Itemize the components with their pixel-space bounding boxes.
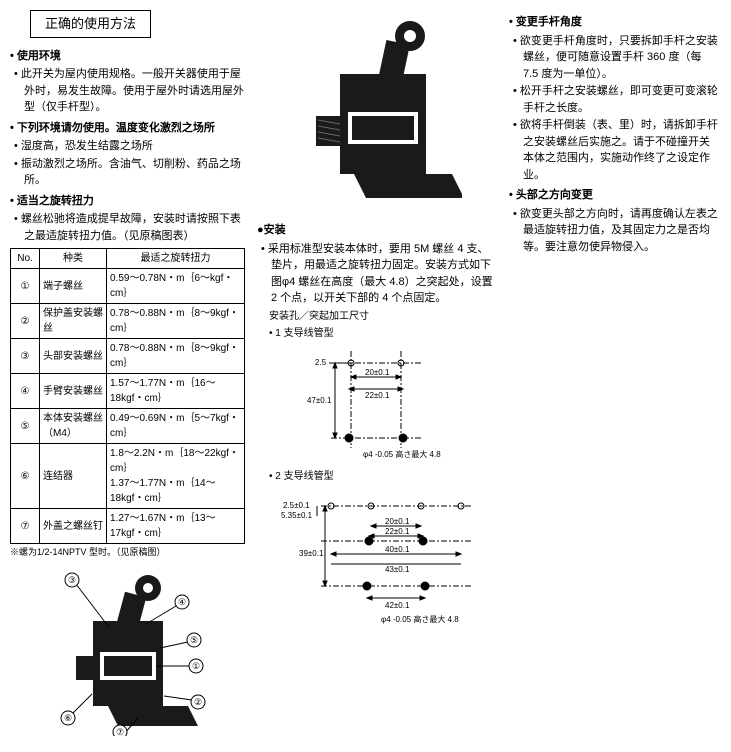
column-adjust: • 变更手杆角度 • 欲变更手杆角度时，只要拆卸手杆之安装螺丝，便可随意设置手杆… bbox=[509, 10, 719, 742]
text-noenv-1: • 湿度高，恐发生结露之场所 bbox=[10, 138, 245, 155]
table-row: ⑦外盖之螺丝钉1.27～1.67N・m｛13～17kgf・cm｝ bbox=[11, 509, 245, 544]
column-usage: 正确的使用方法 • 使用环境 • 此开关为屋内使用规格。一般开关器使用于屋外时，… bbox=[10, 10, 245, 742]
heading-torque: • 适当之旋转扭力 bbox=[10, 193, 245, 210]
table-row: ②保护盖安装螺丝0.78～0.88N・m｛8～9kgf・cm｝ bbox=[11, 304, 245, 339]
device-callout-figure: ③ ④ ⑤ ① ② ⑥ ⑦ bbox=[38, 566, 218, 736]
svg-text:5.35±0.1: 5.35±0.1 bbox=[281, 511, 313, 520]
svg-text:①: ① bbox=[191, 661, 199, 671]
svg-text:③: ③ bbox=[67, 575, 75, 585]
svg-text:22±0.1: 22±0.1 bbox=[385, 527, 410, 536]
svg-text:22±0.1: 22±0.1 bbox=[365, 391, 390, 400]
svg-text:2.5: 2.5 bbox=[315, 358, 327, 367]
svg-text:20±0.1: 20±0.1 bbox=[365, 368, 390, 377]
svg-text:39±0.1: 39±0.1 bbox=[299, 549, 324, 558]
svg-text:④: ④ bbox=[177, 597, 185, 607]
text-dir-1: • 欲变更头部之方向时，请再度确认左表之最适旋转扭力值，及其固定力之是否均等。要… bbox=[509, 206, 719, 256]
svg-text:φ4 -0.05 高さ最大 4.8: φ4 -0.05 高さ最大 4.8 bbox=[363, 449, 441, 459]
svg-text:2.5±0.1: 2.5±0.1 bbox=[283, 501, 310, 510]
svg-text:47±0.1: 47±0.1 bbox=[307, 396, 332, 405]
torque-table: No. 种类 最适之旋转扭力 ①端子螺丝0.59～0.78N・m｛6～kgf・c… bbox=[10, 248, 245, 544]
table-row: ⑥连结器1.8～2.2N・m｛18～22kgf・cm｝ 1.37～1.77N・m… bbox=[11, 444, 245, 509]
svg-text:40±0.1: 40±0.1 bbox=[385, 545, 410, 554]
th-kind: 种类 bbox=[40, 249, 107, 269]
text-torque: • 螺丝松驰将造成提早故障，安装时请按照下表之最适旋转扭力值。（见原稿图表） bbox=[10, 211, 245, 244]
table-note: ※螺为1/2-14NPTV 型时。（见原稿图） bbox=[10, 546, 245, 560]
diag2-title: • 2 支导线管型 bbox=[269, 469, 497, 484]
text-noenv-2: • 振动激烈之场所。含油气、切削粉、药品之场所。 bbox=[10, 156, 245, 189]
text-install: • 采用标准型安装本体时，要用 5M 螺丝 4 支、垫片，用最适之旋转扭力固定。… bbox=[257, 241, 497, 307]
table-row: ⑤本体安装螺丝（M4）0.49～0.69N・m｛5～7kgf・cm｝ bbox=[11, 409, 245, 444]
text-hole-spec: 安装孔／突起加工尺寸 bbox=[269, 309, 497, 324]
th-no: No. bbox=[11, 249, 40, 269]
th-val: 最适之旋转扭力 bbox=[107, 249, 245, 269]
mounting-diagram-2: 2.5±0.1 5.35±0.1 20±0.1 22±0.1 39±0.1 40… bbox=[271, 486, 491, 626]
title-box: 正确的使用方法 bbox=[30, 10, 151, 38]
table-row: ①端子螺丝0.59～0.78N・m｛6～kgf・cm｝ bbox=[11, 269, 245, 304]
svg-text:②: ② bbox=[193, 697, 201, 707]
heading-environment: • 使用环境 bbox=[10, 48, 245, 65]
svg-text:φ4 -0.05 高さ最大 4.8: φ4 -0.05 高さ最大 4.8 bbox=[381, 614, 459, 624]
text-angle-3: • 欲将手杆倒装（表、里）时，请拆卸手杆之安装螺丝后实施之。请于不碰撞开关本体之… bbox=[509, 117, 719, 183]
text-angle-2: • 松开手杆之安装螺丝，即可变更可变滚轮手杆之长度。 bbox=[509, 83, 719, 116]
column-install: ●安装 • 采用标准型安装本体时，要用 5M 螺丝 4 支、垫片，用最适之旋转扭… bbox=[257, 10, 497, 742]
table-row: ③头部安装螺丝0.78～0.88N・m｛8～9kgf・cm｝ bbox=[11, 339, 245, 374]
device-figure bbox=[292, 16, 462, 216]
svg-text:20±0.1: 20±0.1 bbox=[385, 517, 410, 526]
text-angle-1: • 欲变更手杆角度时，只要拆卸手杆之安装螺丝，便可随意设置手杆 360 度（每 … bbox=[509, 33, 719, 83]
table-row: ④手臂安装螺丝1.57～1.77N・m｛16～18kgf・cm｝ bbox=[11, 374, 245, 409]
svg-text:⑥: ⑥ bbox=[63, 713, 71, 723]
svg-text:42±0.1: 42±0.1 bbox=[385, 601, 410, 610]
svg-text:⑤: ⑤ bbox=[189, 635, 197, 645]
text-environment-1: • 此开关为屋内使用规格。一般开关器使用于屋外时，易发生故障。使用于屋外时请选用… bbox=[10, 66, 245, 116]
mounting-diagram-1: 2.5 20±0.1 22±0.1 47±0.1 φ4 -0.05 高さ最大 4… bbox=[271, 343, 471, 463]
heading-no-env: • 下列环境请勿使用。温度变化激烈之场所 bbox=[10, 120, 245, 137]
heading-head-dir: • 头部之方向变更 bbox=[509, 187, 719, 204]
svg-text:⑦: ⑦ bbox=[115, 727, 123, 736]
svg-text:43±0.1: 43±0.1 bbox=[385, 565, 410, 574]
heading-lever-angle: • 变更手杆角度 bbox=[509, 14, 719, 31]
diag1-title: • 1 支导线管型 bbox=[269, 326, 497, 341]
heading-install: ●安装 bbox=[257, 222, 497, 239]
